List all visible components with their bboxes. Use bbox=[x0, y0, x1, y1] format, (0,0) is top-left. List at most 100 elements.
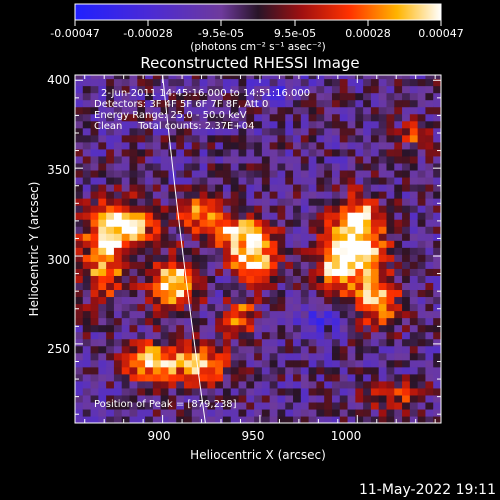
heatmap-cell-364 bbox=[129, 317, 138, 326]
heatmap-cell-1587 bbox=[316, 155, 325, 164]
heatmap-cell-2284 bbox=[425, 176, 434, 185]
heatmap-cell-913 bbox=[215, 324, 224, 333]
heatmap-cell-1961 bbox=[378, 338, 388, 347]
heatmap-cell-1751 bbox=[347, 408, 356, 417]
heatmap-cell-91 bbox=[82, 127, 92, 136]
heatmap-cell-1131 bbox=[246, 198, 255, 206]
heatmap-cell-2086 bbox=[394, 162, 403, 171]
heatmap-cell-487 bbox=[145, 155, 154, 164]
heatmap-cell-1448 bbox=[293, 78, 302, 87]
heatmap-cell-1696 bbox=[331, 92, 341, 101]
heatmap-cell-1742 bbox=[339, 120, 349, 129]
heatmap-cell-1485 bbox=[300, 169, 310, 178]
heatmap-cell-367 bbox=[129, 296, 138, 305]
annotation-energy-range: Energy Range: 25.0 - 50.0 keV bbox=[94, 110, 247, 121]
heatmap-cell-2305 bbox=[433, 380, 441, 389]
heatmap-cell-402 bbox=[137, 401, 146, 410]
heatmap-cell-1123 bbox=[246, 254, 255, 262]
heatmap-cell-684 bbox=[176, 176, 185, 185]
heatmap-cell-1715 bbox=[339, 310, 349, 319]
heatmap-cell-616 bbox=[168, 303, 177, 312]
heatmap-cell-276 bbox=[113, 233, 123, 241]
heatmap-cell-1461 bbox=[300, 338, 310, 347]
heatmap-cell-82 bbox=[82, 191, 92, 199]
heatmap-cell-156 bbox=[98, 373, 107, 382]
heatmap-cell-3 bbox=[75, 394, 84, 403]
heatmap-cell-521 bbox=[152, 268, 162, 276]
heatmap-cell-798 bbox=[191, 78, 201, 87]
heatmap-cell-1938 bbox=[370, 148, 380, 157]
heatmap-cell-1658 bbox=[331, 359, 341, 368]
heatmap-cell-1948 bbox=[370, 78, 380, 87]
heatmap-cell-830 bbox=[199, 205, 208, 213]
heatmap-cell-2123 bbox=[402, 254, 411, 262]
heatmap-cell-488 bbox=[145, 148, 154, 157]
heatmap-cell-580 bbox=[160, 205, 170, 213]
heatmap-cell-2213 bbox=[417, 324, 427, 333]
heatmap-cell-2019 bbox=[386, 282, 395, 291]
heatmap-cell-659 bbox=[176, 352, 185, 361]
heatmap-cell-2078 bbox=[394, 219, 403, 227]
heatmap-cell-686 bbox=[176, 162, 185, 171]
colorbar-ticks bbox=[74, 20, 442, 26]
heatmap-cell-1477 bbox=[300, 226, 310, 234]
heatmap-cell-930 bbox=[215, 205, 224, 213]
heatmap-cell-1976 bbox=[378, 233, 388, 241]
heatmap-cell-1112 bbox=[246, 331, 255, 340]
heatmap-cell-2112 bbox=[402, 331, 411, 340]
heatmap-cell-2096 bbox=[394, 92, 403, 101]
heatmap-cell-1476 bbox=[300, 233, 310, 241]
heatmap-cell-285 bbox=[113, 169, 123, 178]
heatmap-cell-1995 bbox=[378, 99, 388, 108]
heatmap-cell-49 bbox=[75, 75, 84, 80]
heatmap-cell-1644 bbox=[324, 106, 333, 115]
heatmap-cell-2316 bbox=[433, 303, 441, 312]
heatmap-cell-56 bbox=[82, 373, 92, 382]
heatmap-cell-1737 bbox=[339, 155, 349, 164]
heatmap-cell-1553 bbox=[316, 394, 325, 403]
heatmap-cell-2149 bbox=[402, 75, 411, 80]
solar-limb-line bbox=[162, 74, 206, 424]
heatmap-cell-1732 bbox=[339, 191, 349, 199]
heatmap-cell-776 bbox=[191, 233, 201, 241]
heatmap-cell-1231 bbox=[261, 198, 271, 206]
heatmap-cell-1359 bbox=[285, 352, 294, 361]
heatmap-cell-1791 bbox=[347, 127, 356, 136]
heatmap-cell-692 bbox=[176, 120, 185, 129]
heatmap-cell-751 bbox=[191, 408, 201, 417]
heatmap-cell-915 bbox=[215, 310, 224, 319]
heatmap-cell-1630 bbox=[324, 205, 333, 213]
heatmap-cell-2004 bbox=[386, 387, 395, 396]
heatmap-cell-678 bbox=[176, 219, 185, 227]
heatmap-cell-1572 bbox=[316, 261, 325, 269]
heatmap-cell-838 bbox=[199, 148, 208, 157]
heatmap-cell-321 bbox=[121, 268, 131, 276]
heatmap-cell-434 bbox=[137, 176, 146, 185]
heatmap-cell-667 bbox=[176, 296, 185, 305]
heatmap-cell-1159 bbox=[254, 352, 263, 361]
heatmap-cell-1892 bbox=[363, 120, 372, 129]
heatmap-cell-55 bbox=[82, 380, 92, 389]
heatmap-cell-2095 bbox=[394, 99, 403, 108]
heatmap-cell-2007 bbox=[386, 366, 395, 375]
heatmap-cell-671 bbox=[176, 268, 185, 276]
heatmap-cell-84 bbox=[82, 176, 92, 185]
heatmap-cell-1241 bbox=[261, 127, 271, 136]
heatmap-cell-1790 bbox=[347, 134, 356, 143]
heatmap-cell-712 bbox=[184, 331, 193, 340]
heatmap-cell-2002 bbox=[386, 401, 395, 410]
heatmap-cell-1896 bbox=[363, 92, 372, 101]
heatmap-cell-224 bbox=[106, 247, 115, 255]
heatmap-cell-1515 bbox=[308, 310, 318, 319]
heatmap-cell-2012 bbox=[386, 331, 395, 340]
heatmap-cell-1462 bbox=[300, 331, 310, 340]
heatmap-cell-2076 bbox=[394, 233, 403, 241]
heatmap-cell-303 bbox=[121, 394, 131, 403]
heatmap-cell-908 bbox=[215, 359, 224, 368]
heatmap-cell-1610 bbox=[324, 345, 333, 354]
heatmap-cell-424 bbox=[137, 247, 146, 255]
heatmap-cell-1024 bbox=[230, 247, 240, 255]
heatmap-cell-2265 bbox=[425, 310, 434, 319]
heatmap-cell-2044 bbox=[386, 106, 395, 115]
heatmap-cell-1018 bbox=[230, 289, 240, 298]
